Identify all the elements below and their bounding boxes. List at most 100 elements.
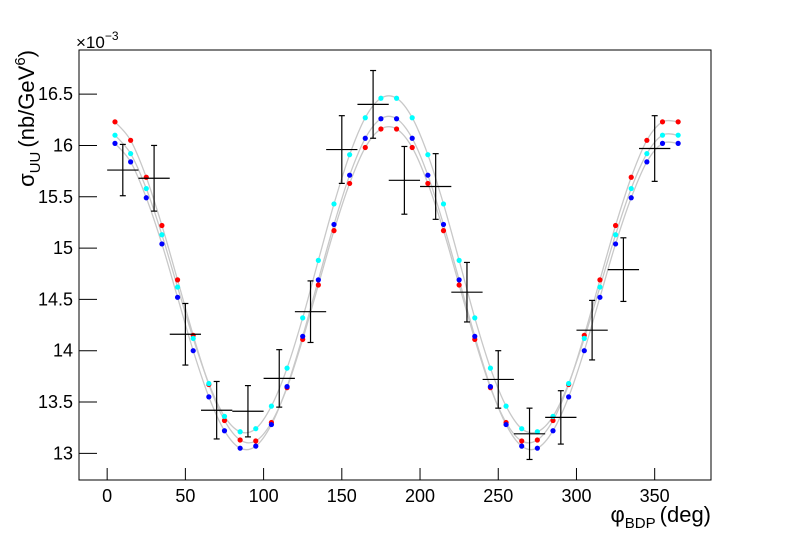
model-point bbox=[519, 426, 525, 432]
model-point bbox=[206, 394, 212, 400]
y-tick-label: 16 bbox=[53, 135, 73, 155]
model-point bbox=[597, 294, 603, 300]
model-point bbox=[331, 228, 337, 234]
x-title-symbol: φ bbox=[611, 502, 625, 527]
model-point bbox=[675, 140, 681, 146]
x-tick-label: 250 bbox=[483, 486, 513, 506]
y-tick-label: 16.5 bbox=[38, 84, 73, 104]
model-point bbox=[456, 282, 462, 288]
model-point bbox=[550, 413, 556, 419]
model-point bbox=[628, 174, 634, 180]
model-point bbox=[143, 174, 149, 180]
x-tick-label: 200 bbox=[405, 486, 435, 506]
model-point bbox=[612, 232, 619, 238]
model-point bbox=[221, 417, 228, 424]
y-title-symbol: σ bbox=[14, 173, 39, 187]
model-point bbox=[112, 132, 118, 138]
model-point bbox=[550, 417, 556, 424]
model-point bbox=[550, 428, 556, 434]
y-tick-label: 13 bbox=[53, 443, 73, 463]
model-point bbox=[174, 284, 181, 290]
y-title-superscript: 6 bbox=[12, 57, 29, 65]
x-axis-title: φBDP (deg) bbox=[611, 502, 711, 532]
model-point bbox=[566, 380, 572, 387]
model-point bbox=[190, 335, 196, 341]
model-point bbox=[315, 277, 321, 283]
model-point bbox=[362, 144, 368, 151]
model-point bbox=[206, 380, 212, 387]
model-point bbox=[159, 222, 165, 229]
model-point bbox=[534, 445, 540, 451]
model-point bbox=[487, 384, 494, 390]
model-point bbox=[331, 201, 337, 207]
model-point bbox=[612, 241, 619, 247]
model-point bbox=[456, 257, 462, 263]
model-point bbox=[300, 315, 306, 321]
model-point bbox=[534, 429, 540, 435]
x-tick-label: 350 bbox=[640, 486, 670, 506]
x-title-unit: (deg) bbox=[660, 502, 711, 527]
model-point bbox=[315, 257, 321, 263]
model-point bbox=[534, 437, 540, 443]
y-tick-label: 14.5 bbox=[38, 289, 73, 309]
model-point bbox=[128, 137, 134, 143]
exponent-base: ×10 bbox=[76, 33, 105, 52]
model-point bbox=[440, 221, 447, 228]
y-axis-title: σUU (nb/GeV6) bbox=[12, 50, 44, 187]
model-point bbox=[628, 185, 634, 192]
model-point bbox=[581, 348, 587, 354]
x-tick-label: 100 bbox=[249, 486, 279, 506]
model-point bbox=[675, 119, 681, 125]
model-point bbox=[409, 135, 415, 141]
model-point bbox=[456, 277, 462, 283]
model-point bbox=[409, 115, 415, 121]
model-point bbox=[221, 413, 228, 419]
model-point bbox=[472, 315, 478, 321]
model-point bbox=[347, 172, 353, 178]
model-point bbox=[393, 126, 400, 132]
model-point bbox=[284, 384, 290, 390]
x-tick-label: 50 bbox=[175, 486, 195, 506]
model-point bbox=[472, 333, 478, 339]
model-point bbox=[362, 135, 368, 141]
model-point bbox=[315, 282, 321, 288]
model-point bbox=[519, 443, 525, 449]
model-point bbox=[284, 365, 290, 371]
model-point bbox=[253, 443, 259, 449]
model-point bbox=[628, 195, 634, 201]
model-point bbox=[440, 201, 447, 207]
y-tick-label: 15 bbox=[53, 238, 73, 258]
model-point bbox=[237, 429, 243, 435]
model-point bbox=[253, 426, 259, 432]
x-title-subscript: BDP bbox=[625, 515, 656, 532]
model-point bbox=[128, 151, 134, 157]
model-point bbox=[393, 95, 400, 101]
model-point bbox=[612, 222, 619, 229]
model-point bbox=[221, 428, 228, 434]
model-point bbox=[268, 403, 275, 409]
model-point bbox=[393, 116, 400, 122]
model-point bbox=[644, 159, 650, 165]
model-point bbox=[237, 437, 243, 443]
model-point bbox=[566, 394, 572, 400]
model-point bbox=[347, 152, 353, 158]
model-point bbox=[409, 144, 415, 151]
model-point bbox=[143, 195, 149, 201]
model-point bbox=[519, 438, 525, 444]
y-exponent: ×10−3 bbox=[76, 29, 119, 52]
model-point bbox=[331, 221, 337, 228]
model-point bbox=[112, 140, 118, 146]
model-point bbox=[159, 241, 165, 247]
model-point bbox=[300, 333, 306, 339]
model-point bbox=[190, 348, 196, 354]
model-point bbox=[425, 152, 431, 158]
model-point bbox=[174, 294, 181, 300]
y-tick-label: 14 bbox=[53, 341, 73, 361]
model-point bbox=[347, 180, 353, 187]
x-tick-label: 0 bbox=[102, 486, 112, 506]
model-point bbox=[425, 180, 431, 187]
exponent-power: −3 bbox=[105, 29, 119, 43]
y-tick-label: 13.5 bbox=[38, 392, 73, 412]
model-point bbox=[128, 159, 134, 165]
